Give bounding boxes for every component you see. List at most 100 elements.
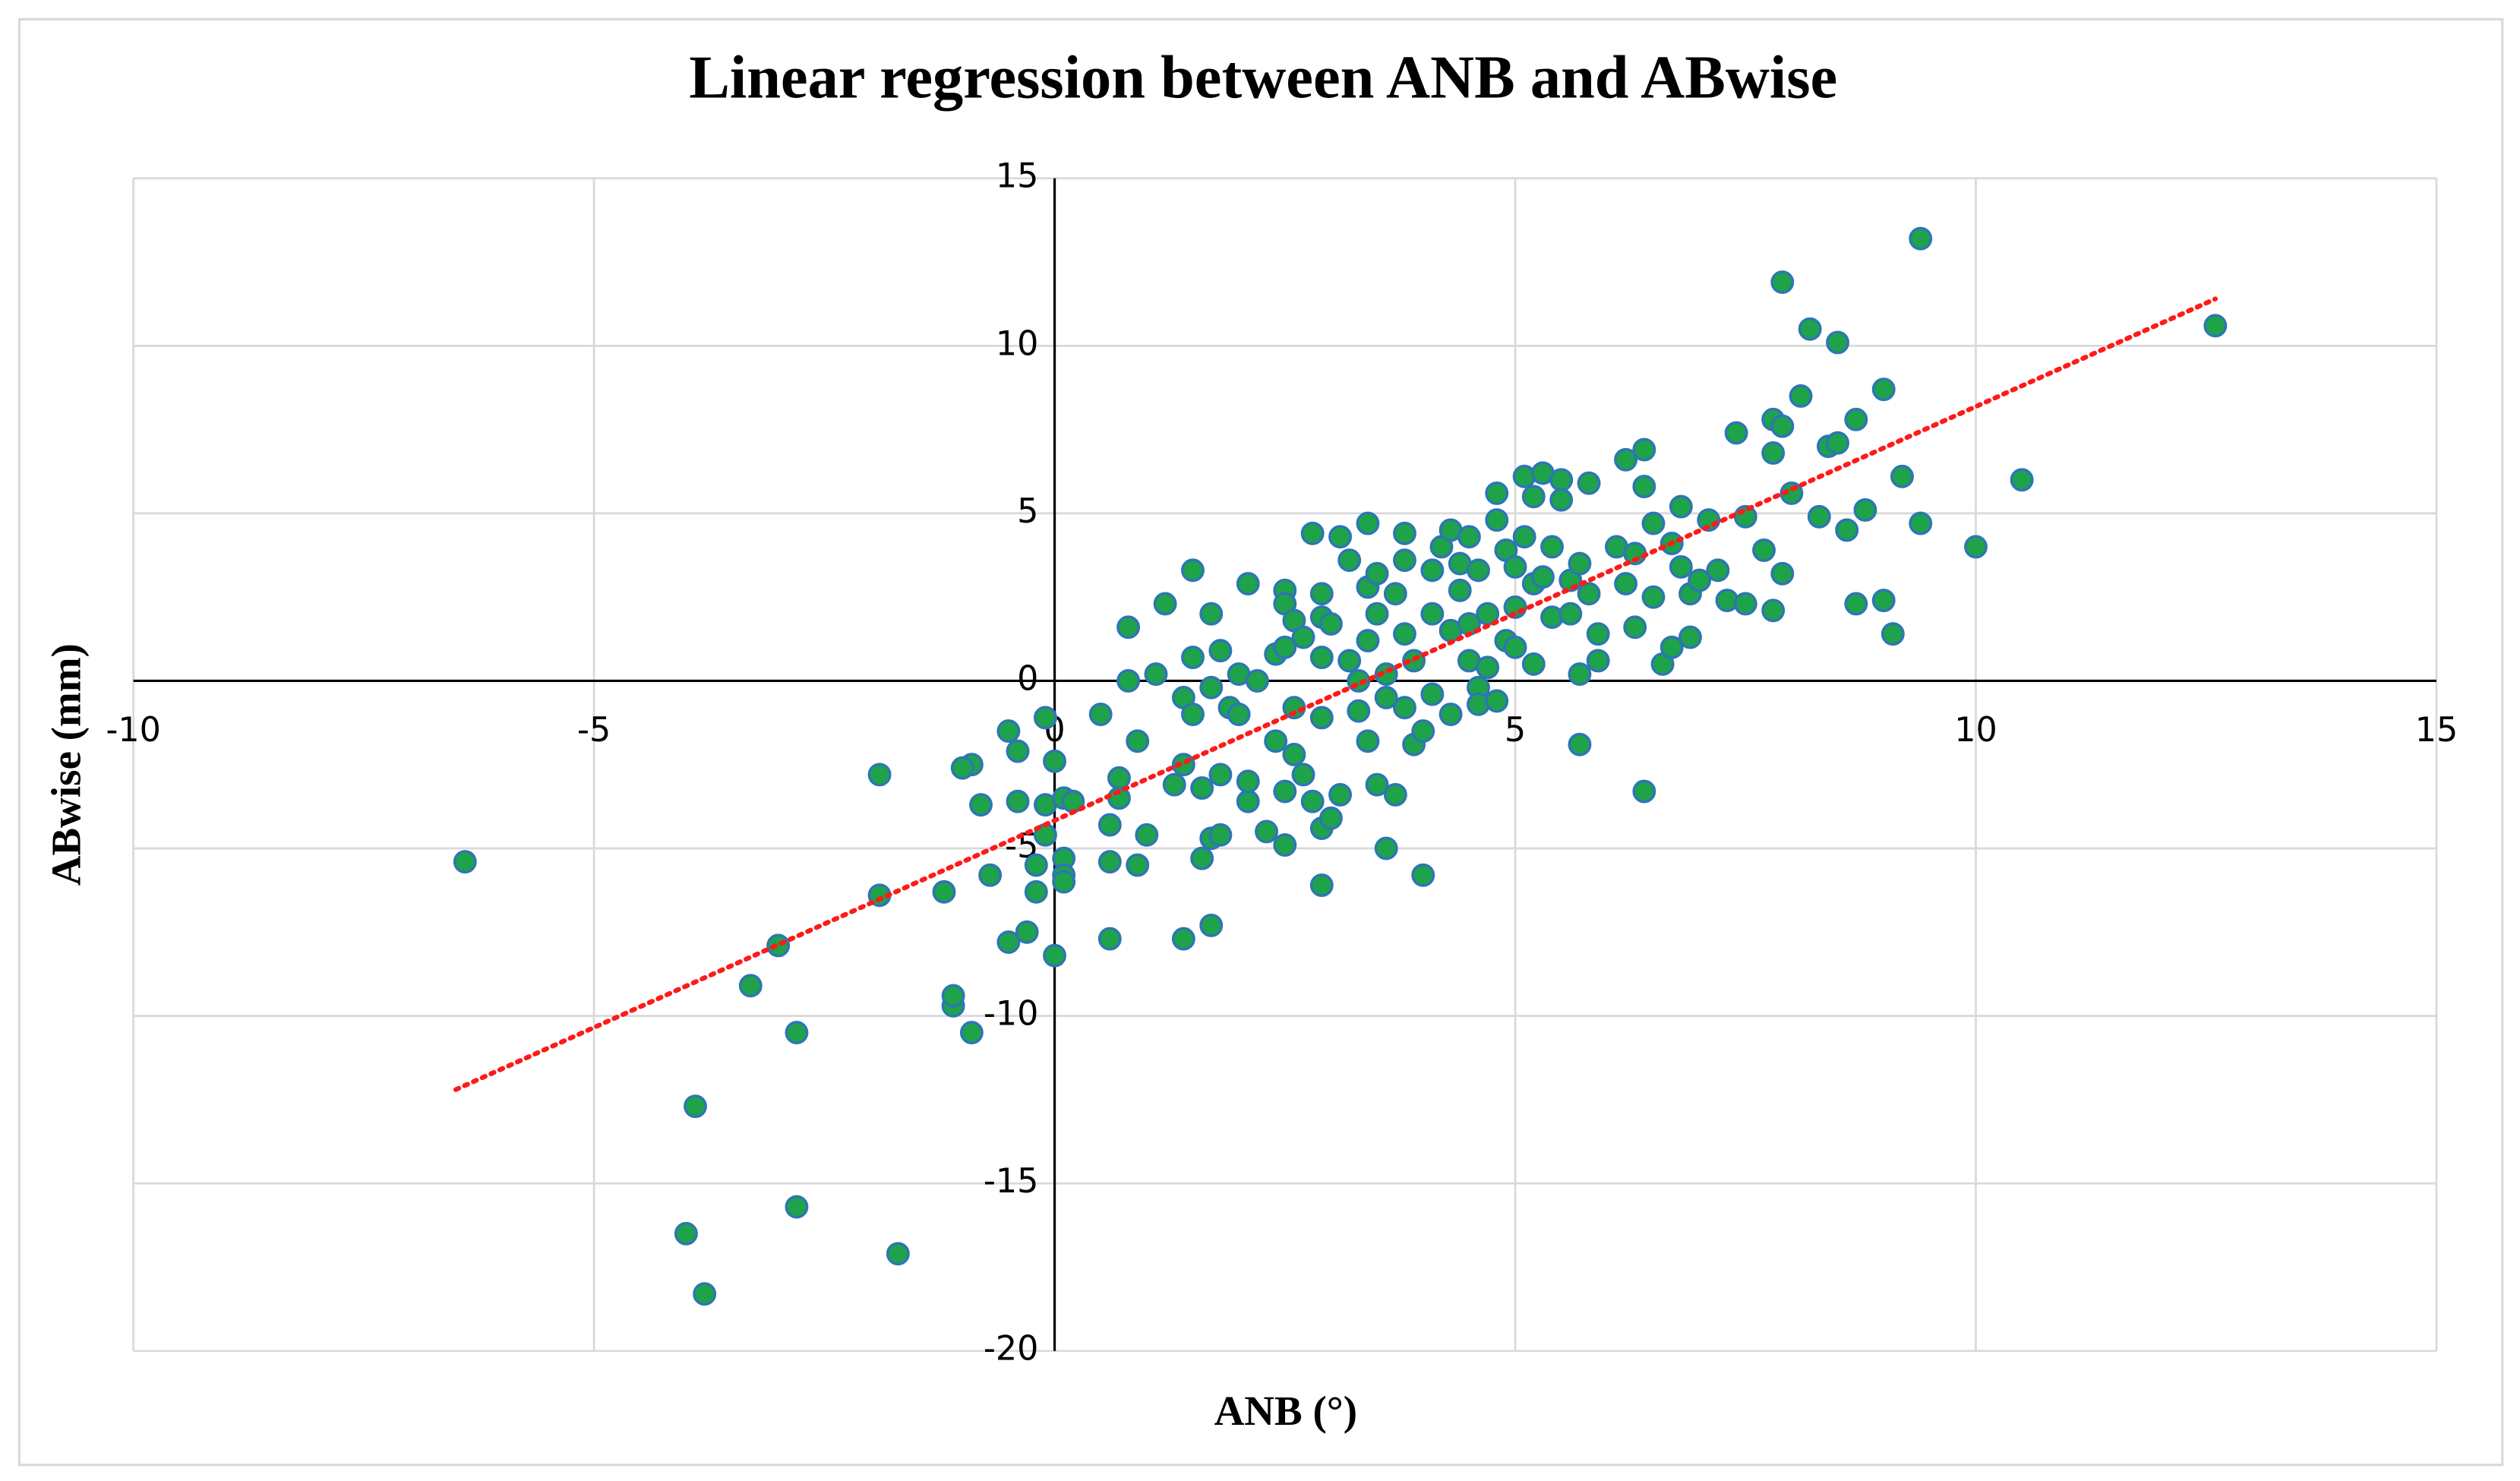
scatter-point — [1521, 485, 1546, 509]
scatter-point — [1153, 592, 1177, 616]
scatter-point — [738, 974, 763, 998]
scatter-point — [1015, 920, 1039, 944]
scatter-point — [1568, 732, 1592, 756]
scatter-point — [1309, 706, 1334, 730]
scatter-point — [1467, 558, 1490, 583]
scatter-point — [1770, 414, 1795, 438]
x-tick-label: 10 — [1954, 711, 1997, 750]
scatter-point — [1438, 703, 1463, 726]
scatter-point — [1871, 377, 1896, 402]
y-tick-label: 15 — [996, 157, 1039, 196]
scatter-point — [1236, 769, 1260, 794]
scatter-point — [1393, 521, 1416, 545]
scatter-point — [1393, 696, 1416, 720]
scatter-point — [1309, 873, 1334, 897]
scatter-point — [1964, 535, 1988, 559]
scatter-point — [1393, 548, 1416, 573]
scatter-point — [1844, 592, 1868, 616]
scatter-point — [1476, 655, 1500, 680]
scatter-point — [1006, 789, 1030, 813]
scatter-point — [1411, 719, 1435, 744]
scatter-point — [1512, 525, 1536, 549]
scatter-point — [1568, 662, 1592, 687]
scatter-point — [1208, 639, 1233, 663]
scatter-point — [1761, 441, 1786, 465]
scatter-point — [2010, 468, 2034, 492]
scatter-point — [785, 1021, 809, 1045]
scatter-point — [1623, 615, 1647, 639]
scatter-point — [1328, 525, 1353, 549]
scatter-point — [1383, 582, 1407, 606]
scatter-point — [1485, 689, 1509, 713]
scatter-point — [1393, 622, 1416, 646]
scatter-point — [978, 863, 1003, 887]
scatter-point — [684, 1094, 707, 1119]
scatter-point — [1245, 669, 1269, 693]
scatter-point — [1006, 739, 1030, 763]
scatter-point — [1264, 729, 1288, 753]
scatter-point — [969, 793, 993, 817]
scatter-point — [1881, 622, 1905, 646]
y-tick-label: 10 — [996, 324, 1039, 363]
scatter-point — [1374, 686, 1398, 709]
scatter-point — [1181, 703, 1205, 726]
scatter-point — [1853, 498, 1877, 522]
scatter-point — [1356, 729, 1380, 753]
scatter-point — [1300, 789, 1325, 813]
scatter-point — [1614, 572, 1638, 595]
scatter-point — [1632, 779, 1656, 804]
scatter-point — [1135, 823, 1159, 847]
scatter-point — [1448, 578, 1472, 602]
scatter-point — [1798, 317, 1822, 341]
scatter-point — [1199, 602, 1224, 626]
scatter-point — [1641, 511, 1666, 535]
scatter-point — [1614, 447, 1638, 472]
scatter-point — [1558, 602, 1583, 626]
scatter-point — [1043, 749, 1067, 773]
scatter-point — [1181, 646, 1205, 670]
scatter-point — [1789, 384, 1813, 408]
scatter-point — [1457, 525, 1481, 549]
scatter-point — [1365, 602, 1389, 626]
scatter-point — [1770, 270, 1795, 294]
scatter-point — [1282, 743, 1306, 766]
scatter-point — [1577, 582, 1601, 606]
scatter-point — [1724, 421, 1748, 445]
scatter-point — [1678, 625, 1702, 649]
scatter-point — [453, 850, 477, 874]
scatter-point — [1024, 879, 1048, 904]
scatter-point — [1356, 511, 1380, 535]
scatter-point — [886, 1242, 910, 1266]
x-tick-label: -5 — [577, 711, 611, 750]
scatter-point — [1199, 914, 1224, 937]
scatter-point — [1024, 853, 1048, 877]
scatter-point — [1826, 431, 1850, 455]
scatter-point — [1181, 558, 1205, 583]
scatter-point — [941, 984, 965, 1008]
scatter-point — [1171, 927, 1195, 951]
scatter-point — [1844, 407, 1868, 431]
scatter-point — [996, 930, 1021, 954]
scatter-point — [959, 1021, 984, 1045]
scatter-point — [1530, 565, 1555, 589]
scatter-point — [1752, 538, 1776, 562]
scatter-point — [1485, 508, 1509, 532]
scatter-point — [1485, 481, 1509, 505]
scatter-point — [1420, 682, 1445, 706]
scatter-point — [1300, 521, 1325, 545]
scatter-point — [674, 1221, 698, 1246]
scatter-point — [1162, 772, 1186, 797]
scatter-point — [1549, 468, 1574, 492]
scatter-point — [1420, 558, 1445, 583]
scatter-point — [1043, 943, 1067, 968]
scatter-point — [1411, 863, 1435, 887]
scatter-point — [1733, 504, 1757, 529]
x-tick-label: 15 — [2415, 711, 2458, 750]
scatter-point — [1807, 504, 1831, 529]
scatter-point — [785, 1195, 809, 1219]
scatter-point — [1688, 568, 1712, 592]
scatter-point — [1318, 612, 1343, 636]
